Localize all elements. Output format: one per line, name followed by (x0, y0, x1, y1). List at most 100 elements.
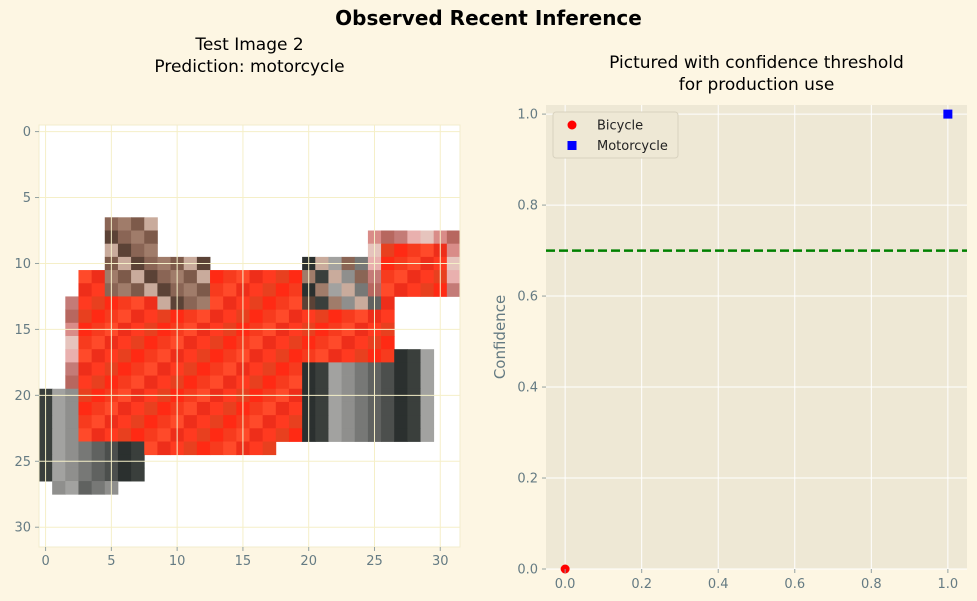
image-pixel (288, 309, 303, 324)
image-pixel (52, 415, 66, 429)
image-pixel (315, 336, 329, 350)
image-pixel (117, 349, 132, 363)
image-pixel (275, 401, 290, 416)
scatter-x-tick-label: 0.2 (631, 577, 652, 592)
image-pixel (275, 270, 290, 284)
image-pixel (394, 401, 408, 416)
image-pixel (210, 375, 224, 390)
image-pixel (394, 230, 408, 245)
image-pixel (210, 283, 224, 297)
image-pixel (407, 401, 421, 416)
image-pixel (328, 362, 342, 376)
image-pixel (144, 441, 158, 456)
legend-bicycle-label: Bicycle (597, 119, 643, 134)
image-pixel (117, 270, 132, 284)
image-pixel (183, 270, 198, 284)
image-y-tick-label: 15 (14, 323, 31, 338)
suptitle: Observed Recent Inference (335, 6, 642, 30)
image-pixel (196, 401, 211, 416)
image-x-tick-label: 25 (366, 554, 383, 569)
image-pixel (157, 296, 171, 311)
image-pixel (223, 283, 237, 297)
image-pixel (262, 270, 277, 284)
image-pixel (117, 243, 132, 258)
image-pixel (144, 283, 158, 297)
image-pixel (420, 283, 435, 297)
image-pixel (249, 309, 264, 324)
image-pixel (341, 362, 356, 376)
image-pixel (196, 428, 211, 442)
image-pixel (328, 375, 342, 390)
image-pixel (144, 428, 158, 442)
image-x-tick-label: 15 (235, 554, 252, 569)
image-pixel (78, 428, 93, 442)
image-pixel (52, 467, 66, 482)
image-pixel (315, 283, 329, 297)
image-pixel (52, 481, 66, 495)
image-pixel (341, 296, 356, 311)
image-pixel (328, 309, 342, 324)
image-pixel (144, 401, 158, 416)
scatter-x-tick-label: 0.8 (861, 577, 882, 592)
image-pixel (144, 349, 158, 363)
image-pixel (288, 428, 303, 442)
image-pixel (381, 309, 395, 324)
scatter-y-tick-label: 0.0 (517, 563, 538, 578)
image-pixel (131, 467, 145, 482)
image-pixel (354, 336, 369, 350)
image-pixel (223, 415, 237, 429)
image-pixel (249, 401, 264, 416)
image-pixel (65, 349, 79, 363)
image-pixel (275, 283, 290, 297)
image-pixel (131, 401, 145, 416)
image-y-tick-label: 20 (14, 389, 31, 404)
image-pixel (91, 415, 106, 429)
image-pixel (275, 296, 290, 311)
image-pixel (91, 467, 106, 482)
image-pixel (91, 362, 106, 376)
image-pixel (381, 428, 395, 442)
image-pixel (117, 375, 132, 390)
image-pixel (78, 401, 93, 416)
image-pixel (315, 270, 329, 284)
image-pixel (223, 296, 237, 311)
image-pixel (262, 375, 277, 390)
image-pixel (223, 309, 237, 324)
image-pixel (381, 270, 395, 284)
image-pixel (223, 270, 237, 284)
image-pixel (381, 230, 395, 245)
image-y-tick-label: 25 (14, 455, 31, 470)
image-y-ticks: 0 5 10 15 20 25 30 (14, 125, 39, 536)
scatter-axes-face (546, 105, 967, 569)
image-y-tick-label: 5 (23, 191, 31, 206)
image-pixel (249, 415, 264, 429)
image-pixel (131, 296, 145, 311)
image-pixel (288, 296, 303, 311)
image-pixel (65, 296, 79, 311)
image-pixel (183, 296, 198, 311)
image-pixel (210, 401, 224, 416)
image-pixel (262, 415, 277, 429)
image-pixel (328, 401, 342, 416)
image-pixel (328, 296, 342, 311)
image-pixel (288, 336, 303, 350)
image-pixel (131, 230, 145, 245)
image-pixel (420, 428, 435, 442)
image-pixel (196, 415, 211, 429)
image-y-tick-label: 0 (23, 125, 31, 140)
image-pixel (249, 283, 264, 297)
image-pixel (91, 283, 106, 297)
image-pixel (144, 296, 158, 311)
image-pixel (407, 349, 421, 363)
image-pixel (223, 336, 237, 350)
scatter-panel-title: Pictured with confidence threshold for p… (546, 52, 967, 96)
image-pixel (315, 415, 329, 429)
scatter-y-tick-label: 0.6 (517, 290, 538, 305)
image-pixel (249, 349, 264, 363)
image-pixel (210, 296, 224, 311)
image-pixel (157, 283, 171, 297)
image-pixel (210, 415, 224, 429)
image-pixel (196, 283, 211, 297)
image-pixel (354, 283, 369, 297)
